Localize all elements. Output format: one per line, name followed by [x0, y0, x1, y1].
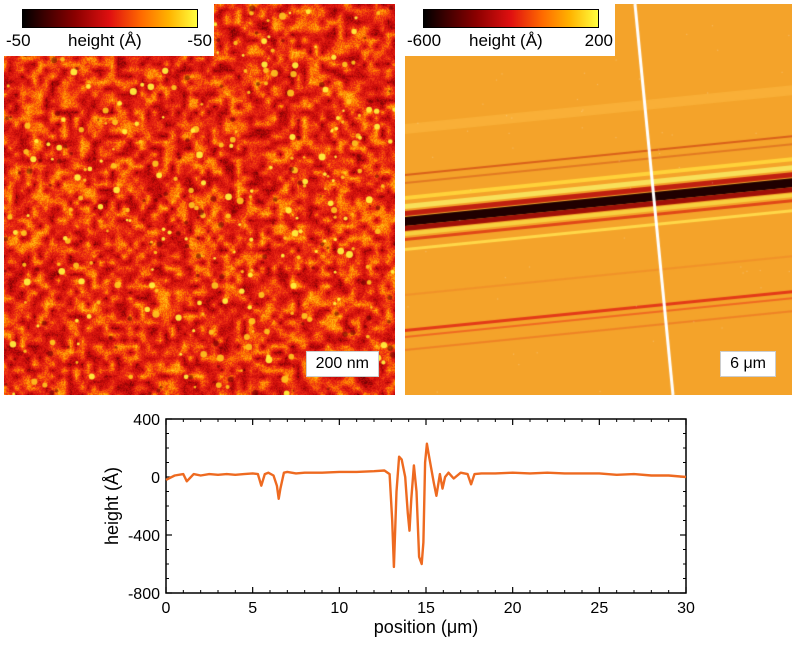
x-tick-label-10: 10	[330, 600, 348, 617]
x-tick-label-25: 25	[590, 600, 608, 617]
axis-ticks	[165, 418, 687, 594]
y-tick-label-400: 400	[133, 412, 160, 429]
x-tick-label-30: 30	[677, 600, 695, 617]
x-tick-label-20: 20	[504, 600, 522, 617]
colorbar-min-right: -600	[407, 31, 442, 50]
colorbar-min-left: -50	[6, 31, 31, 50]
afm-height-map-left	[4, 4, 395, 395]
colorbar-gradient-right	[423, 9, 599, 28]
series-line-height-profile	[165, 442, 687, 569]
afm-image-right: -600 height (Å) 200 6 μm	[405, 4, 792, 395]
x-tick-label-15: 15	[417, 600, 435, 617]
afm-image-left: -50 height (Å) -50 200 nm	[4, 4, 395, 395]
colorbar-max-right: 200	[584, 31, 613, 50]
colorbar-gradient-left	[22, 9, 198, 28]
x-axis-title: position (μm)	[374, 617, 478, 637]
colorbar-label-left: height (Å)	[68, 31, 142, 50]
axis-tick-labels: 0 5 10 15 20 25 30 400 0 -400 -800	[128, 412, 695, 617]
colorbar-max-left: -50	[187, 31, 212, 50]
x-tick-label-5: 5	[248, 600, 257, 617]
scale-bar-label-left: 200 nm	[305, 351, 379, 377]
y-tick-label--400: -400	[128, 528, 160, 545]
scale-bar-label-right: 6 μm	[720, 351, 776, 377]
y-tick-label--800: -800	[128, 586, 160, 603]
x-tick-label-0: 0	[162, 600, 171, 617]
afm-height-map-right	[405, 4, 792, 395]
y-tick-label-0: 0	[151, 470, 160, 487]
colorbar-label-right: height (Å)	[469, 31, 543, 50]
y-axis-title: height (Å)	[102, 467, 122, 545]
height-profile-chart: 0 5 10 15 20 25 30 400 0 -400 -800 position (μm) h…	[102, 412, 695, 637]
colorbar-right: -600 height (Å) 200	[405, 4, 615, 56]
colorbar-left: -50 height (Å) -50	[4, 4, 214, 56]
